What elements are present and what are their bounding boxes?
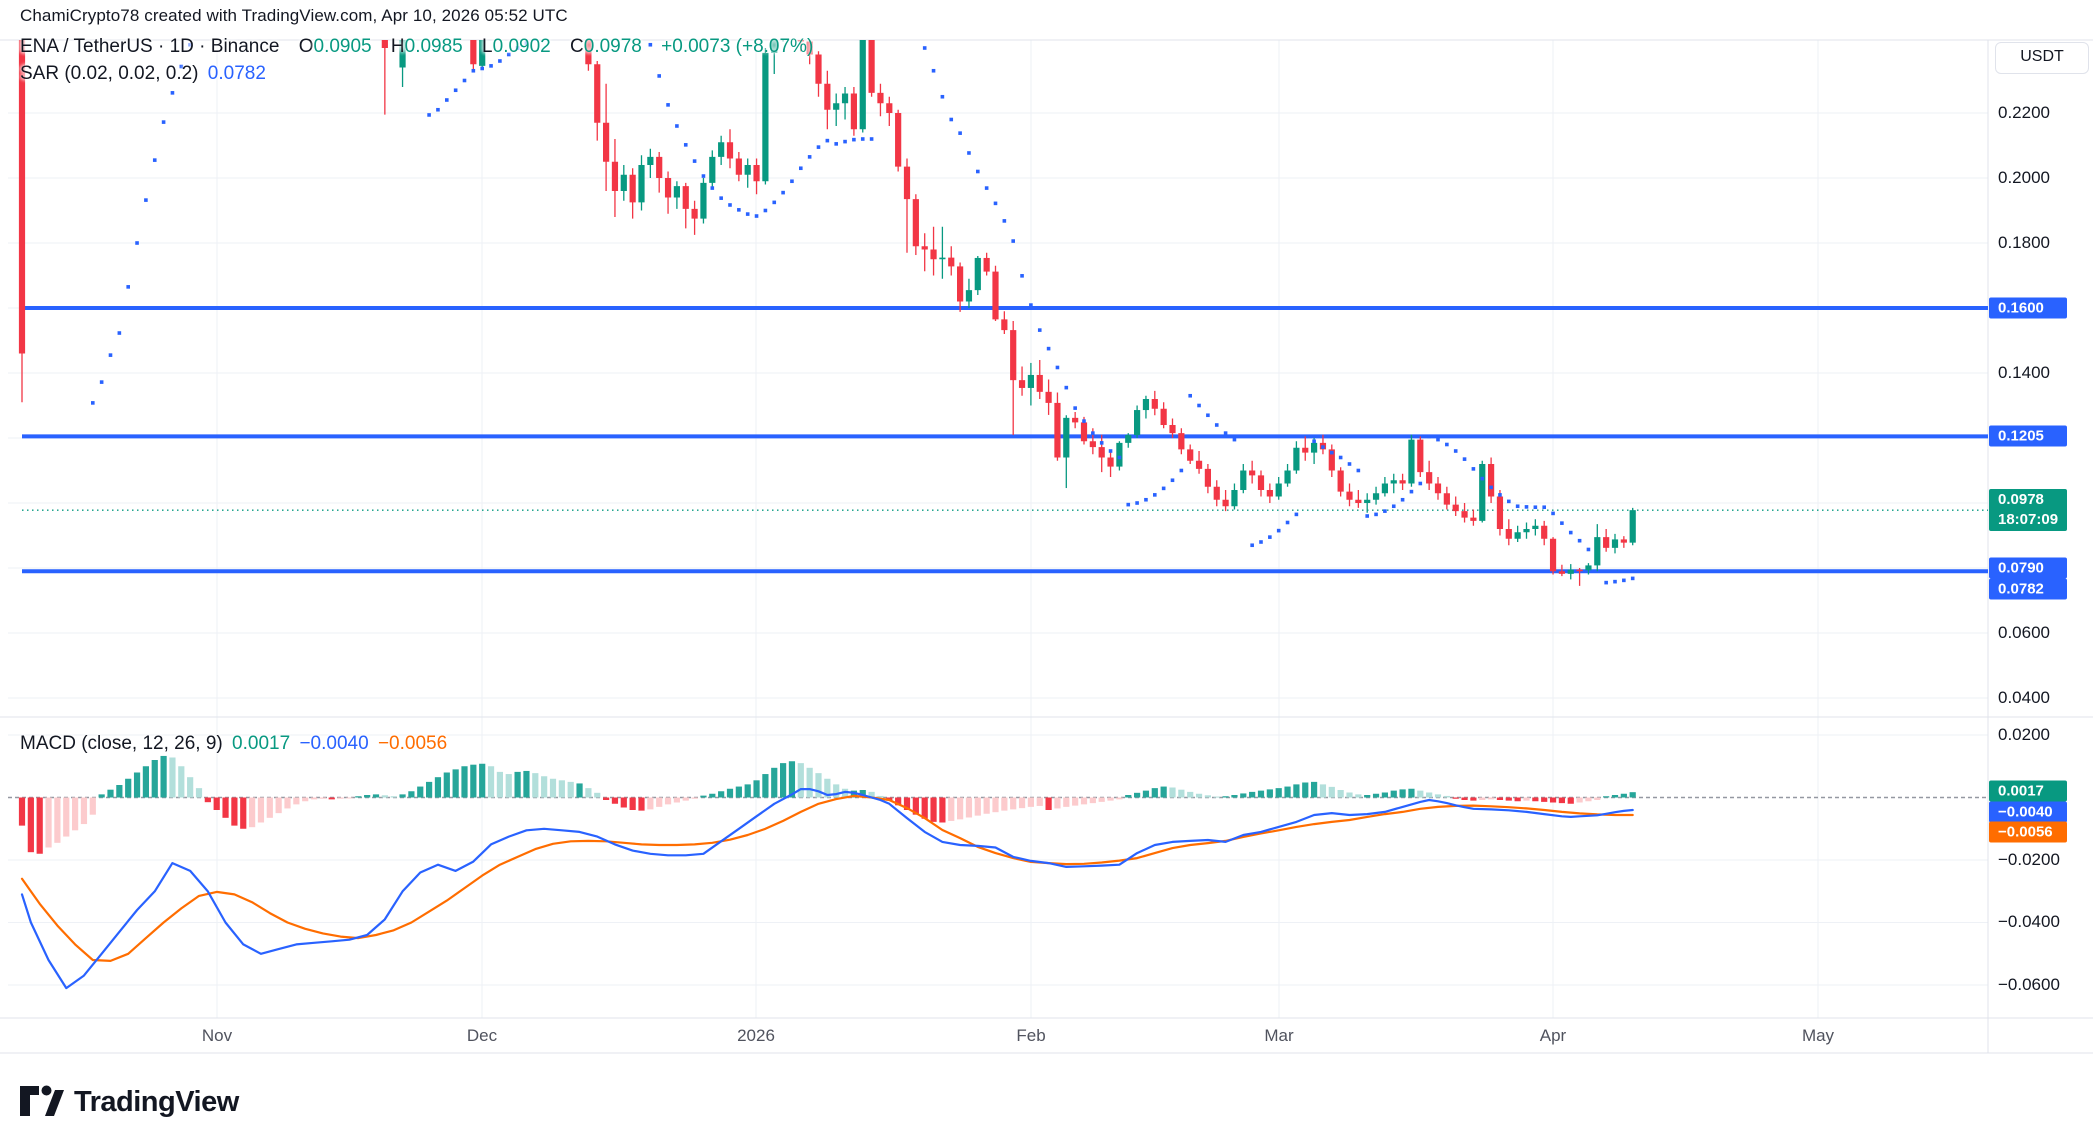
price-tick-−0.0400: −0.0400 (1998, 912, 2060, 931)
price-tick-0.1400: 0.1400 (1998, 363, 2050, 382)
price-tick-0.2200: 0.2200 (1998, 103, 2050, 122)
axis-badge-0.1205: 0.1205 (1989, 425, 2067, 447)
last-price-badge: 0.0978 18:07:09 (1989, 489, 2067, 531)
axis-badge-0.1600: 0.1600 (1989, 297, 2067, 319)
axis-badge-−0.0056: −0.0056 (1989, 821, 2067, 843)
sar-name: SAR (0.02, 0.02, 0.2) (20, 63, 199, 84)
bar-countdown: 18:07:09 (1998, 511, 2059, 528)
macd-line (20, 787, 1634, 990)
price-tick-0.1800: 0.1800 (1998, 233, 2050, 252)
page-title: ChamiCrypto78 created with TradingView.c… (20, 6, 568, 25)
symbol-name: ENA / TetherUS · 1D · Binance (20, 36, 280, 57)
symbol-legend[interactable]: ENA / TetherUS · 1D · Binance O0.0905 H0… (20, 36, 813, 58)
low-label: L (482, 36, 493, 57)
axis-badge-−0.0040: −0.0040 (1989, 801, 2067, 823)
axis-badge-0.0017: 0.0017 (1989, 780, 2067, 802)
currency-toggle-button[interactable]: USDT (1995, 42, 2089, 74)
close-value: 0.0978 (583, 36, 642, 57)
time-label-Dec: Dec (466, 1026, 498, 1045)
time-label-Mar: Mar (1264, 1026, 1294, 1045)
time-label-May: May (1801, 1026, 1835, 1045)
macd-line-value: −0.0040 (299, 733, 369, 754)
price-tick-0.0400: 0.0400 (1998, 688, 2050, 707)
macd-hist-value: 0.0017 (232, 733, 291, 754)
close-label: C (570, 36, 584, 57)
price-tick-0.0600: 0.0600 (1998, 623, 2050, 642)
high-value: 0.0985 (404, 36, 463, 57)
high-label: H (390, 36, 405, 57)
time-label-Nov: Nov (201, 1026, 233, 1045)
time-label-Apr: Apr (1539, 1026, 1567, 1045)
tradingview-logo-text: TradingView (74, 1085, 239, 1118)
sar-value: 0.0782 (207, 63, 266, 84)
axis-badge-0.0790: 0.0790 (1989, 557, 2067, 579)
axis-badge-0.0782: 0.0782 (1989, 578, 2067, 600)
last-price-value: 0.0978 (1998, 491, 2044, 508)
macd-legend[interactable]: MACD (close, 12, 26, 9) 0.0017 −0.0040 −… (20, 733, 447, 755)
macd-signal-value: −0.0056 (377, 733, 448, 754)
sar-legend[interactable]: SAR (0.02, 0.02, 0.2) 0.0782 (20, 63, 266, 85)
open-value: 0.0905 (313, 36, 372, 57)
price-tick-−0.0600: −0.0600 (1998, 975, 2060, 994)
macd-name: MACD (close, 12, 26, 9) (20, 733, 223, 754)
change-value: +0.0073 (+8.07%) (661, 36, 814, 57)
price-tick-0.0200: 0.0200 (1998, 725, 2050, 744)
price-tick-0.2000: 0.2000 (1998, 168, 2050, 187)
tradingview-logo[interactable]: TradingView (20, 1084, 239, 1120)
macd-signal-line (20, 794, 1634, 963)
open-label: O (298, 36, 314, 57)
time-label-Feb: Feb (1016, 1026, 1046, 1045)
time-label-2026: 2026 (737, 1026, 775, 1045)
price-tick-−0.0200: −0.0200 (1998, 850, 2060, 869)
tradingview-logo-icon (20, 1085, 64, 1116)
low-value: 0.0902 (492, 36, 551, 57)
